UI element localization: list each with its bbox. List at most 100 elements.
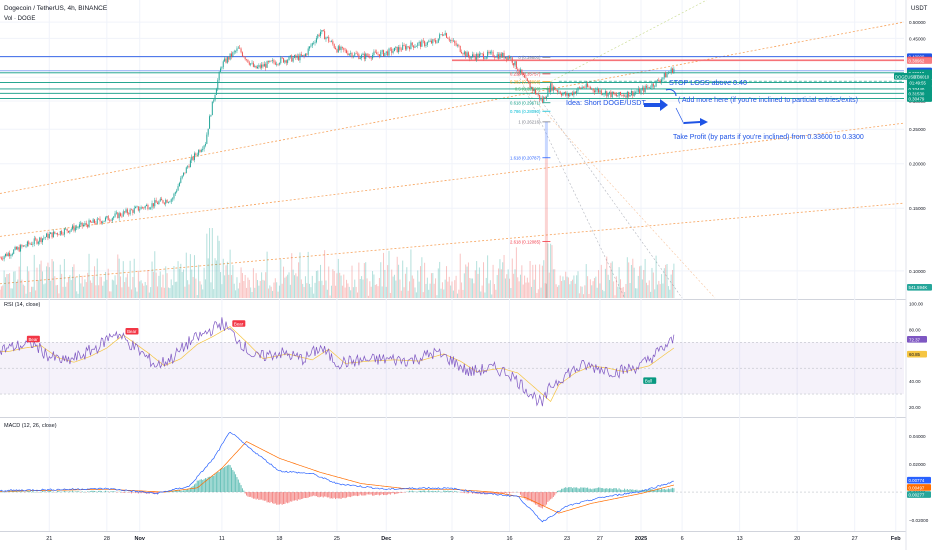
volume-bar — [141, 280, 142, 298]
macd-histogram-bar — [328, 492, 329, 497]
macd-histogram-bar — [671, 488, 672, 492]
candle-body — [654, 86, 655, 87]
volume-bar — [494, 284, 495, 298]
candle-body — [379, 54, 380, 56]
macd-histogram-bar — [445, 491, 446, 492]
volume-bar — [161, 287, 162, 298]
volume-bar — [299, 252, 300, 298]
candle-body — [228, 57, 229, 59]
volume-bar — [378, 286, 379, 298]
macd-histogram-bar — [257, 492, 258, 499]
price-badge-value: 0.36010 — [914, 74, 930, 79]
volume-bar — [31, 287, 32, 298]
volume-bar — [28, 271, 29, 298]
volume-bar — [584, 285, 585, 298]
candle-body — [46, 234, 47, 238]
macd-tick-label: 0.04000 — [909, 434, 926, 439]
macd-histogram-bar — [428, 490, 429, 492]
macd-histogram-bar — [551, 492, 552, 498]
volume-bar — [628, 262, 629, 298]
volume-bar — [323, 285, 324, 298]
macd-histogram-bar — [613, 488, 614, 492]
candle-body — [146, 205, 147, 206]
volume-bar — [20, 252, 21, 298]
volume-bar — [215, 258, 216, 298]
volume-bar — [357, 293, 358, 298]
fib-zone-blue — [545, 122, 548, 158]
candle-body — [164, 203, 165, 204]
volume-bar — [371, 287, 372, 298]
volume-bar — [375, 285, 376, 298]
volume-bar — [456, 276, 457, 298]
candle-body — [280, 57, 281, 63]
volume-bar — [195, 279, 196, 298]
macd-histogram-bar — [572, 488, 573, 492]
volume-bar — [275, 278, 276, 298]
volume-bar — [532, 265, 533, 298]
volume-bar — [187, 280, 188, 298]
candle-body — [104, 221, 105, 222]
macd-histogram-bar — [278, 492, 279, 505]
volume-bar — [257, 280, 258, 298]
candle-body — [524, 75, 525, 78]
macd-histogram-bar — [182, 491, 183, 492]
volume-bar — [27, 266, 28, 298]
volume-bar — [110, 291, 111, 298]
candle-body — [242, 52, 243, 56]
rsi-signal-label: Bull — [645, 378, 652, 383]
macd-histogram-bar — [339, 492, 340, 498]
candle-body — [80, 223, 81, 225]
candle-body — [176, 191, 177, 193]
macd-histogram-bar — [604, 489, 605, 492]
candle-body — [365, 54, 366, 59]
candle-body — [210, 115, 211, 116]
volume-bar — [205, 279, 206, 298]
macd-histogram-bar — [183, 490, 184, 492]
macd-histogram-bar — [554, 492, 555, 495]
macd-histogram-bar — [65, 491, 66, 492]
macd-histogram-bar — [123, 492, 124, 493]
volume-bar — [352, 266, 353, 298]
volume-bar — [271, 287, 272, 298]
volume-bar — [598, 270, 599, 298]
volume-bar — [449, 277, 450, 298]
currency-label[interactable]: USDT — [911, 6, 928, 12]
candle-body — [653, 84, 654, 87]
volume-bar — [93, 276, 94, 298]
candle-body — [562, 93, 563, 95]
macd-histogram-bar — [571, 487, 572, 492]
macd-histogram-bar — [94, 491, 95, 492]
volume-bar — [493, 265, 494, 298]
candle-body — [378, 54, 379, 55]
candle-body — [304, 55, 305, 56]
candle-body — [542, 98, 543, 102]
volume-bar — [604, 291, 605, 298]
candle-body — [395, 47, 396, 48]
macd-histogram-bar — [226, 466, 227, 492]
macd-histogram-bar — [284, 492, 285, 504]
macd-histogram-bar — [538, 492, 539, 507]
macd-histogram-bar — [104, 492, 105, 493]
macd-histogram-bar — [69, 491, 70, 492]
macd-histogram-bar — [291, 492, 292, 502]
volume-bar — [30, 292, 31, 298]
candle-body — [116, 213, 117, 214]
volume-bar — [657, 285, 658, 298]
macd-histogram-bar — [664, 489, 665, 492]
candle-body — [71, 229, 72, 230]
macd-histogram-bar — [590, 489, 591, 493]
volume-bar — [554, 269, 555, 298]
candle-body — [27, 242, 28, 246]
candle-body — [328, 37, 329, 42]
time-tick-label: 27 — [852, 536, 858, 542]
volume-bar — [76, 291, 77, 298]
volume-bar — [365, 262, 366, 298]
candle-body — [491, 52, 492, 53]
macd-histogram-bar — [212, 476, 213, 492]
candle-body — [178, 186, 179, 190]
candle-body — [588, 87, 589, 88]
macd-histogram-bar — [631, 490, 632, 492]
volume-bar — [260, 281, 261, 298]
volume-bar — [236, 277, 237, 298]
